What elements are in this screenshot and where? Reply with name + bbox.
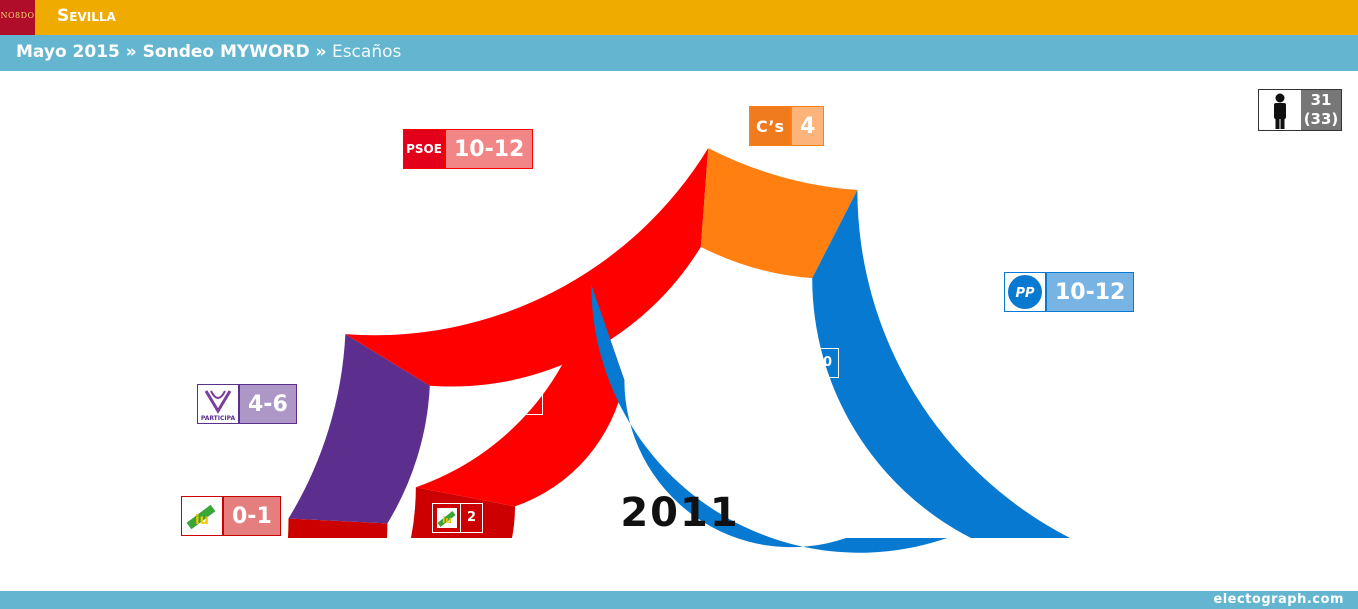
outer-label-cs: C’s 4 <box>749 106 825 146</box>
city-title: Sevilla <box>57 6 116 26</box>
svg-text:iu: iu <box>442 516 452 526</box>
outer-arc-iu <box>288 518 388 538</box>
outer-label-participa: PARTICIPA 4-6 <box>197 384 297 424</box>
outer-arc-cs <box>700 148 858 279</box>
majority-seats: 31 <box>1310 91 1332 109</box>
outer-seats-cs: 4 <box>791 106 825 146</box>
person-icon <box>1259 90 1301 130</box>
outer-seats-iu: 0-1 <box>223 496 281 536</box>
majority-badge: 31 (33) <box>1258 89 1342 131</box>
outer-seats-pp: 10-12 <box>1046 272 1135 312</box>
svg-text:PARTICIPA: PARTICIPA <box>201 415 236 422</box>
majority-count: 31 (33) <box>1301 90 1341 130</box>
psoe-small-logo-icon: PSOE <box>484 386 512 414</box>
outer-label-psoe: PSOE 10-12 <box>403 129 534 169</box>
iu-small-logo-icon: iu <box>433 504 461 532</box>
pp-small-logo-icon: PP <box>780 349 808 377</box>
outer-arc-psoe <box>345 148 709 387</box>
top-bar <box>0 0 1358 35</box>
outer-arc-pp <box>812 190 1070 538</box>
outer-seats-participa: 4-6 <box>239 384 297 424</box>
svg-text:PP: PP <box>1015 286 1035 301</box>
brand-label: electograph.com <box>1213 592 1344 607</box>
psoe-logo-icon: PSOE <box>403 129 445 169</box>
inner-label-psoe: PSOE 11 <box>483 385 544 415</box>
iu-logo-icon: iu <box>181 496 223 536</box>
inner-seats-pp: 20 <box>814 355 833 370</box>
year-label: 2011 <box>620 490 740 536</box>
inner-arc-psoe <box>415 284 625 507</box>
pp-logo-icon: PP <box>1004 272 1046 312</box>
outer-label-iu: iu 0-1 <box>181 496 281 536</box>
outer-label-pp: PP 10-12 <box>1004 272 1135 312</box>
footer-bar: electograph.com <box>0 591 1358 609</box>
majority-total: (33) <box>1303 110 1339 128</box>
participa-logo-icon: PARTICIPA <box>197 384 239 424</box>
inner-label-pp: PP 20 <box>779 348 840 378</box>
page-subtitle: Mayo 2015 » Sondeo MYWORD » Escaños <box>16 42 401 62</box>
svg-text:iu: iu <box>195 513 209 528</box>
inner-seats-psoe: 11 <box>518 392 537 407</box>
inner-seats-iu: 2 <box>467 510 477 525</box>
subtitle-bold: Mayo 2015 » Sondeo MYWORD » <box>16 42 327 62</box>
outer-seats-psoe: 10-12 <box>445 129 534 169</box>
city-emblem-icon: NO8DO <box>0 0 35 35</box>
emblem-text: NO8DO <box>0 11 35 20</box>
inner-label-iu: iu 2 <box>432 503 484 533</box>
cs-logo-icon: C’s <box>749 106 791 146</box>
sub-bar <box>0 35 1358 71</box>
outer-arc-participa <box>288 334 430 524</box>
outer-ring <box>288 148 1070 538</box>
subtitle-light: Escaños <box>331 42 402 62</box>
inner-arc-pp <box>591 284 947 553</box>
